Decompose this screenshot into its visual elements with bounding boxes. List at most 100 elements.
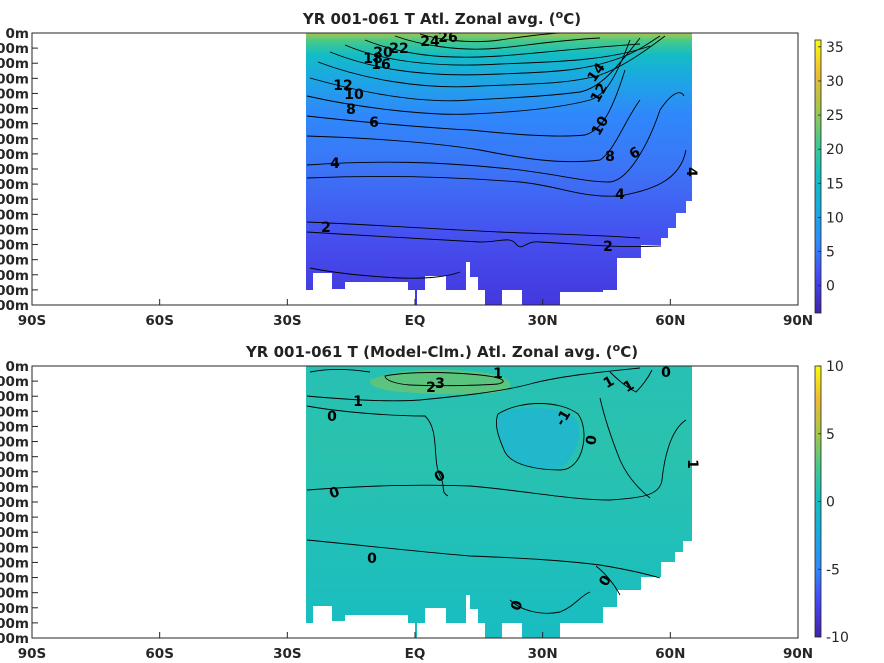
bottom-y-tick-label: 1000m <box>0 495 29 511</box>
bottom-y-tick-label: 2000m <box>0 525 29 541</box>
bottom-warm-band <box>369 369 511 395</box>
bottom-y-tick-label: 700m <box>0 465 29 481</box>
top-y-tick-label: 200m <box>0 56 29 72</box>
top-x-axis: 90S 60S 30S EQ 30N 60N 90N <box>18 299 813 329</box>
top-x-tick-label: 30N <box>528 313 558 329</box>
svg-text:10: 10 <box>344 87 364 103</box>
top-y-tick-label: 800m <box>0 147 29 163</box>
top-x-tick-label: 30S <box>273 313 302 329</box>
bottom-x-tick-label: 30N <box>528 646 558 662</box>
top-title: YR 001-061 T Atl. Zonal avg. (oC) <box>302 8 581 28</box>
bottom-y-tick-label: 2500m <box>0 540 29 556</box>
bottom-colorbar-ticks: 10 5 0 -5 -10 <box>818 359 849 646</box>
top-x-tick-label: 60S <box>145 313 174 329</box>
top-y-tick-label: 1000m <box>0 162 29 178</box>
top-y-tick-label: 600m <box>0 117 29 133</box>
top-y-axis: 0m100m200m300m400m500m600m700m800m1000m1… <box>0 26 38 314</box>
bottom-x-tick-label: EQ <box>405 646 426 662</box>
bottom-colorbar-tick-label: 10 <box>826 359 844 375</box>
bottom-y-tick-label: 3000m <box>0 555 29 571</box>
top-colorbar-tick-label: 10 <box>826 210 844 226</box>
top-y-tick-label: 1500m <box>0 177 29 193</box>
bottom-y-tick-label: 600m <box>0 450 29 466</box>
top-y-tick-label: 100m <box>0 41 29 57</box>
svg-text:20: 20 <box>373 45 393 61</box>
bottom-field: 3 2 1 1 1 1 0 0 0 0 0 0 0 0 -1 1 <box>306 365 700 638</box>
bottom-x-tick-label: 30S <box>273 646 302 662</box>
top-colorbar-ticks: 0 5 10 15 20 25 30 35 <box>818 40 844 295</box>
top-x-tick-label: EQ <box>405 313 426 329</box>
bottom-x-tick-label: 60N <box>655 646 685 662</box>
top-colorbar-tick-label: 20 <box>826 142 844 158</box>
bottom-y-tick-label: 100m <box>0 374 29 390</box>
top-y-tick-label: 4000m <box>0 253 29 269</box>
top-y-tick-label: 4500m <box>0 268 29 284</box>
bottom-y-tick-label: 200m <box>0 389 29 405</box>
svg-text:26: 26 <box>438 30 457 46</box>
top-y-tick-label: 0m <box>6 26 29 42</box>
top-y-tick-label: 300m <box>0 71 29 87</box>
svg-text:0: 0 <box>367 551 377 567</box>
svg-text:3: 3 <box>435 376 445 392</box>
top-colorbar-tick-label: 15 <box>826 176 844 192</box>
svg-text:2: 2 <box>321 220 331 236</box>
top-y-tick-label: 2000m <box>0 192 29 208</box>
top-colorbar-tick-label: 25 <box>826 108 844 124</box>
bottom-contours <box>306 367 687 614</box>
top-field: 26 24 22 20 18 16 14 12 12 10 10 8 8 6 6… <box>290 30 699 305</box>
svg-text:1: 1 <box>493 366 503 382</box>
bottom-x-axis: 90S 60S 30S EQ 30N 60N 90N <box>18 632 813 662</box>
svg-text:1: 1 <box>353 394 363 410</box>
svg-text:0: 0 <box>583 434 600 447</box>
top-field-fill <box>306 33 692 305</box>
bottom-y-tick-label: 5000m <box>0 616 29 632</box>
top-y-tick-label: 3000m <box>0 222 29 238</box>
top-y-tick-label: 400m <box>0 86 29 102</box>
top-y-tick-label: 3500m <box>0 238 29 254</box>
bottom-colorbar-tick-label: -5 <box>826 562 840 578</box>
bottom-cool-patch <box>497 407 580 470</box>
top-x-tick-label: 60N <box>655 313 685 329</box>
top-colorbar-tick-label: 30 <box>826 74 844 90</box>
bottom-y-tick-label: 4000m <box>0 586 29 602</box>
top-x-tick-label: 90N <box>783 313 813 329</box>
bottom-y-tick-label: 300m <box>0 404 29 420</box>
svg-text:0: 0 <box>661 365 671 381</box>
bottom-x-tick-label: 60S <box>145 646 174 662</box>
svg-text:4: 4 <box>683 167 699 177</box>
svg-text:6: 6 <box>369 115 379 131</box>
svg-text:22: 22 <box>389 41 408 57</box>
svg-text:8: 8 <box>605 149 615 165</box>
bottom-y-tick-label: 1500m <box>0 510 29 526</box>
bottom-colorbar-tick-label: 0 <box>826 495 835 511</box>
svg-text:18: 18 <box>363 51 382 67</box>
svg-text:4: 4 <box>330 156 340 172</box>
bottom-colorbar-tick-label: 5 <box>826 427 835 443</box>
bottom-y-tick-label: 0m <box>6 359 29 375</box>
top-colorbar <box>814 39 822 314</box>
svg-text:16: 16 <box>371 57 390 73</box>
top-y-tick-label: 700m <box>0 132 29 148</box>
top-y-tick-label: 500m <box>0 102 29 118</box>
top-y-tick-label: 5500m <box>0 298 29 314</box>
bottom-y-axis: 0m100m200m300m400m500m600m700m800m1000m1… <box>0 359 38 647</box>
svg-text:4: 4 <box>615 187 625 203</box>
top-colorbar-tick-label: 35 <box>826 40 844 56</box>
bottom-y-tick-label: 3500m <box>0 571 29 587</box>
bottom-y-tick-label: 800m <box>0 480 29 496</box>
svg-text:2: 2 <box>603 239 613 255</box>
bottom-y-tick-label: 500m <box>0 435 29 451</box>
svg-text:12: 12 <box>333 78 352 94</box>
top-panel: YR 001-061 T Atl. Zonal avg. (oC) <box>0 8 844 329</box>
bottom-y-tick-label: 400m <box>0 419 29 435</box>
bottom-colorbar-tick-label: -10 <box>826 630 849 646</box>
top-contours <box>306 33 687 279</box>
bottom-x-tick-label: 90N <box>783 646 813 662</box>
svg-text:0: 0 <box>327 409 337 425</box>
bottom-x-tick-label: 90S <box>18 646 47 662</box>
bottom-title: YR 001-061 T (Model-Clm.) Atl. Zonal avg… <box>245 341 638 361</box>
bottom-field-fill <box>306 366 692 638</box>
top-x-tick-label: 90S <box>18 313 47 329</box>
bottom-y-tick-label: 4500m <box>0 601 29 617</box>
